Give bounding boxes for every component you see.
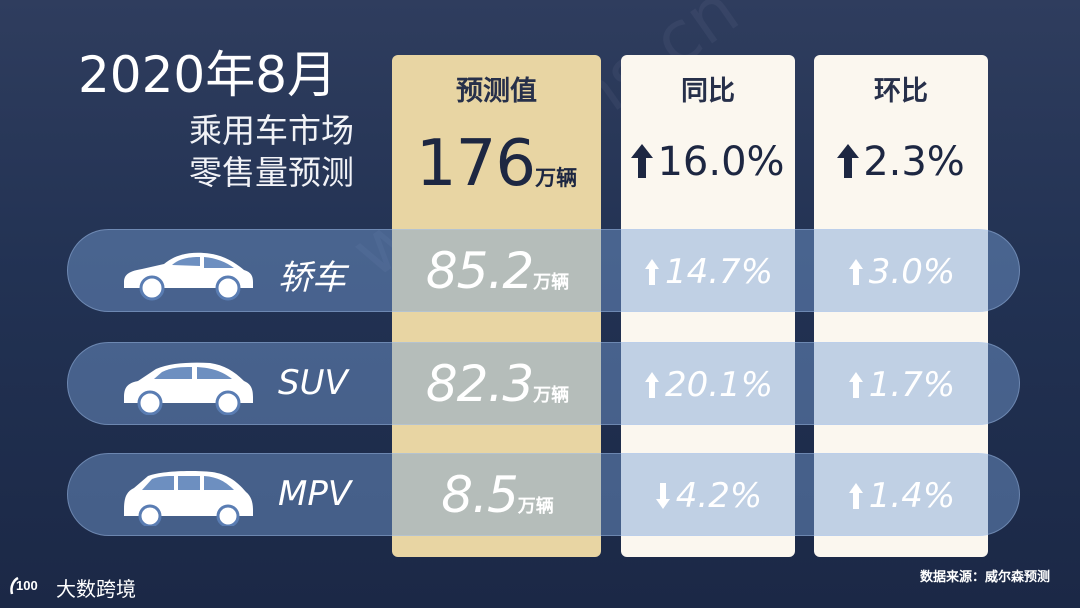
yoy-header: 同比: [681, 76, 735, 107]
brand-name: 大数跨境: [56, 576, 136, 601]
forecast-total-unit: 万辆: [535, 166, 578, 190]
row-mom: 1.7%: [815, 365, 989, 405]
arrow-up-icon: [848, 372, 863, 398]
brand-logo-icon: 100: [10, 576, 38, 595]
row-yoy: 14.7%: [622, 252, 796, 292]
forecast-header: 预测值: [456, 76, 537, 107]
title-line-2: 乘用车市场: [189, 111, 354, 150]
yoy-total: 16.0%: [621, 139, 795, 185]
arrow-up-icon: [848, 259, 863, 285]
category-row-mpv: MPV 8.5万辆 4.2% 1.4%: [67, 453, 1020, 536]
row-mom: 3.0%: [815, 252, 989, 292]
row-mom: 1.4%: [815, 476, 989, 516]
yoy-column: 同比 16.0%: [621, 55, 795, 557]
svg-text:100: 100: [16, 578, 38, 593]
arrow-up-icon: [644, 259, 659, 285]
row-mom-value: 1.4%: [868, 476, 956, 516]
row-value-unit: 万辆: [517, 496, 554, 517]
mom-header: 环比: [874, 76, 928, 107]
mpv-icon: [124, 471, 253, 526]
row-value-unit: 万辆: [533, 385, 570, 406]
row-yoy-value: 20.1%: [664, 365, 773, 405]
row-label: MPV: [278, 474, 352, 514]
mom-column: 环比 2.3%: [814, 55, 988, 557]
mom-total: 2.3%: [814, 139, 988, 185]
row-value-number: 8.5: [441, 466, 519, 524]
row-forecast-value: 82.3万辆: [393, 355, 602, 413]
category-row-sedan: 轿车 85.2万辆 14.7% 3.0%: [67, 229, 1020, 312]
row-yoy-value: 4.2%: [675, 476, 763, 516]
title-date: 2020年8月: [78, 46, 338, 104]
row-yoy: 4.2%: [622, 476, 796, 516]
row-yoy-value: 14.7%: [664, 252, 773, 292]
category-row-suv: SUV 82.3万辆 20.1% 1.7%: [67, 342, 1020, 425]
row-value-unit: 万辆: [533, 272, 570, 293]
row-label: SUV: [278, 363, 348, 403]
title-line-3: 零售量预测: [189, 153, 354, 192]
row-forecast-value: 8.5万辆: [393, 466, 602, 524]
row-yoy: 20.1%: [622, 365, 796, 405]
title-subtitle: 乘用车市场 零售量预测: [189, 110, 354, 194]
forecast-total: 176万辆: [392, 127, 601, 201]
arrow-down-icon: [655, 483, 670, 509]
arrow-up-icon: [848, 483, 863, 509]
forecast-total-value: 176: [415, 127, 536, 201]
forecast-column: 预测值 176万辆: [392, 55, 601, 557]
sedan-icon: [124, 252, 253, 301]
mom-total-value: 2.3%: [863, 139, 965, 185]
brand: 100 大数跨境: [8, 572, 136, 602]
arrow-up-icon: [837, 144, 860, 178]
arrow-up-icon: [631, 144, 654, 178]
row-mom-value: 3.0%: [868, 252, 956, 292]
row-label: 轿车: [278, 258, 346, 298]
row-value-number: 82.3: [425, 355, 534, 413]
yoy-total-value: 16.0%: [657, 139, 785, 185]
data-source: 数据来源：威尔森预测: [919, 570, 1050, 585]
row-forecast-value: 85.2万辆: [393, 242, 602, 300]
arrow-up-icon: [644, 372, 659, 398]
suv-icon: [124, 362, 253, 415]
row-mom-value: 1.7%: [868, 365, 956, 405]
row-value-number: 85.2: [425, 242, 534, 300]
